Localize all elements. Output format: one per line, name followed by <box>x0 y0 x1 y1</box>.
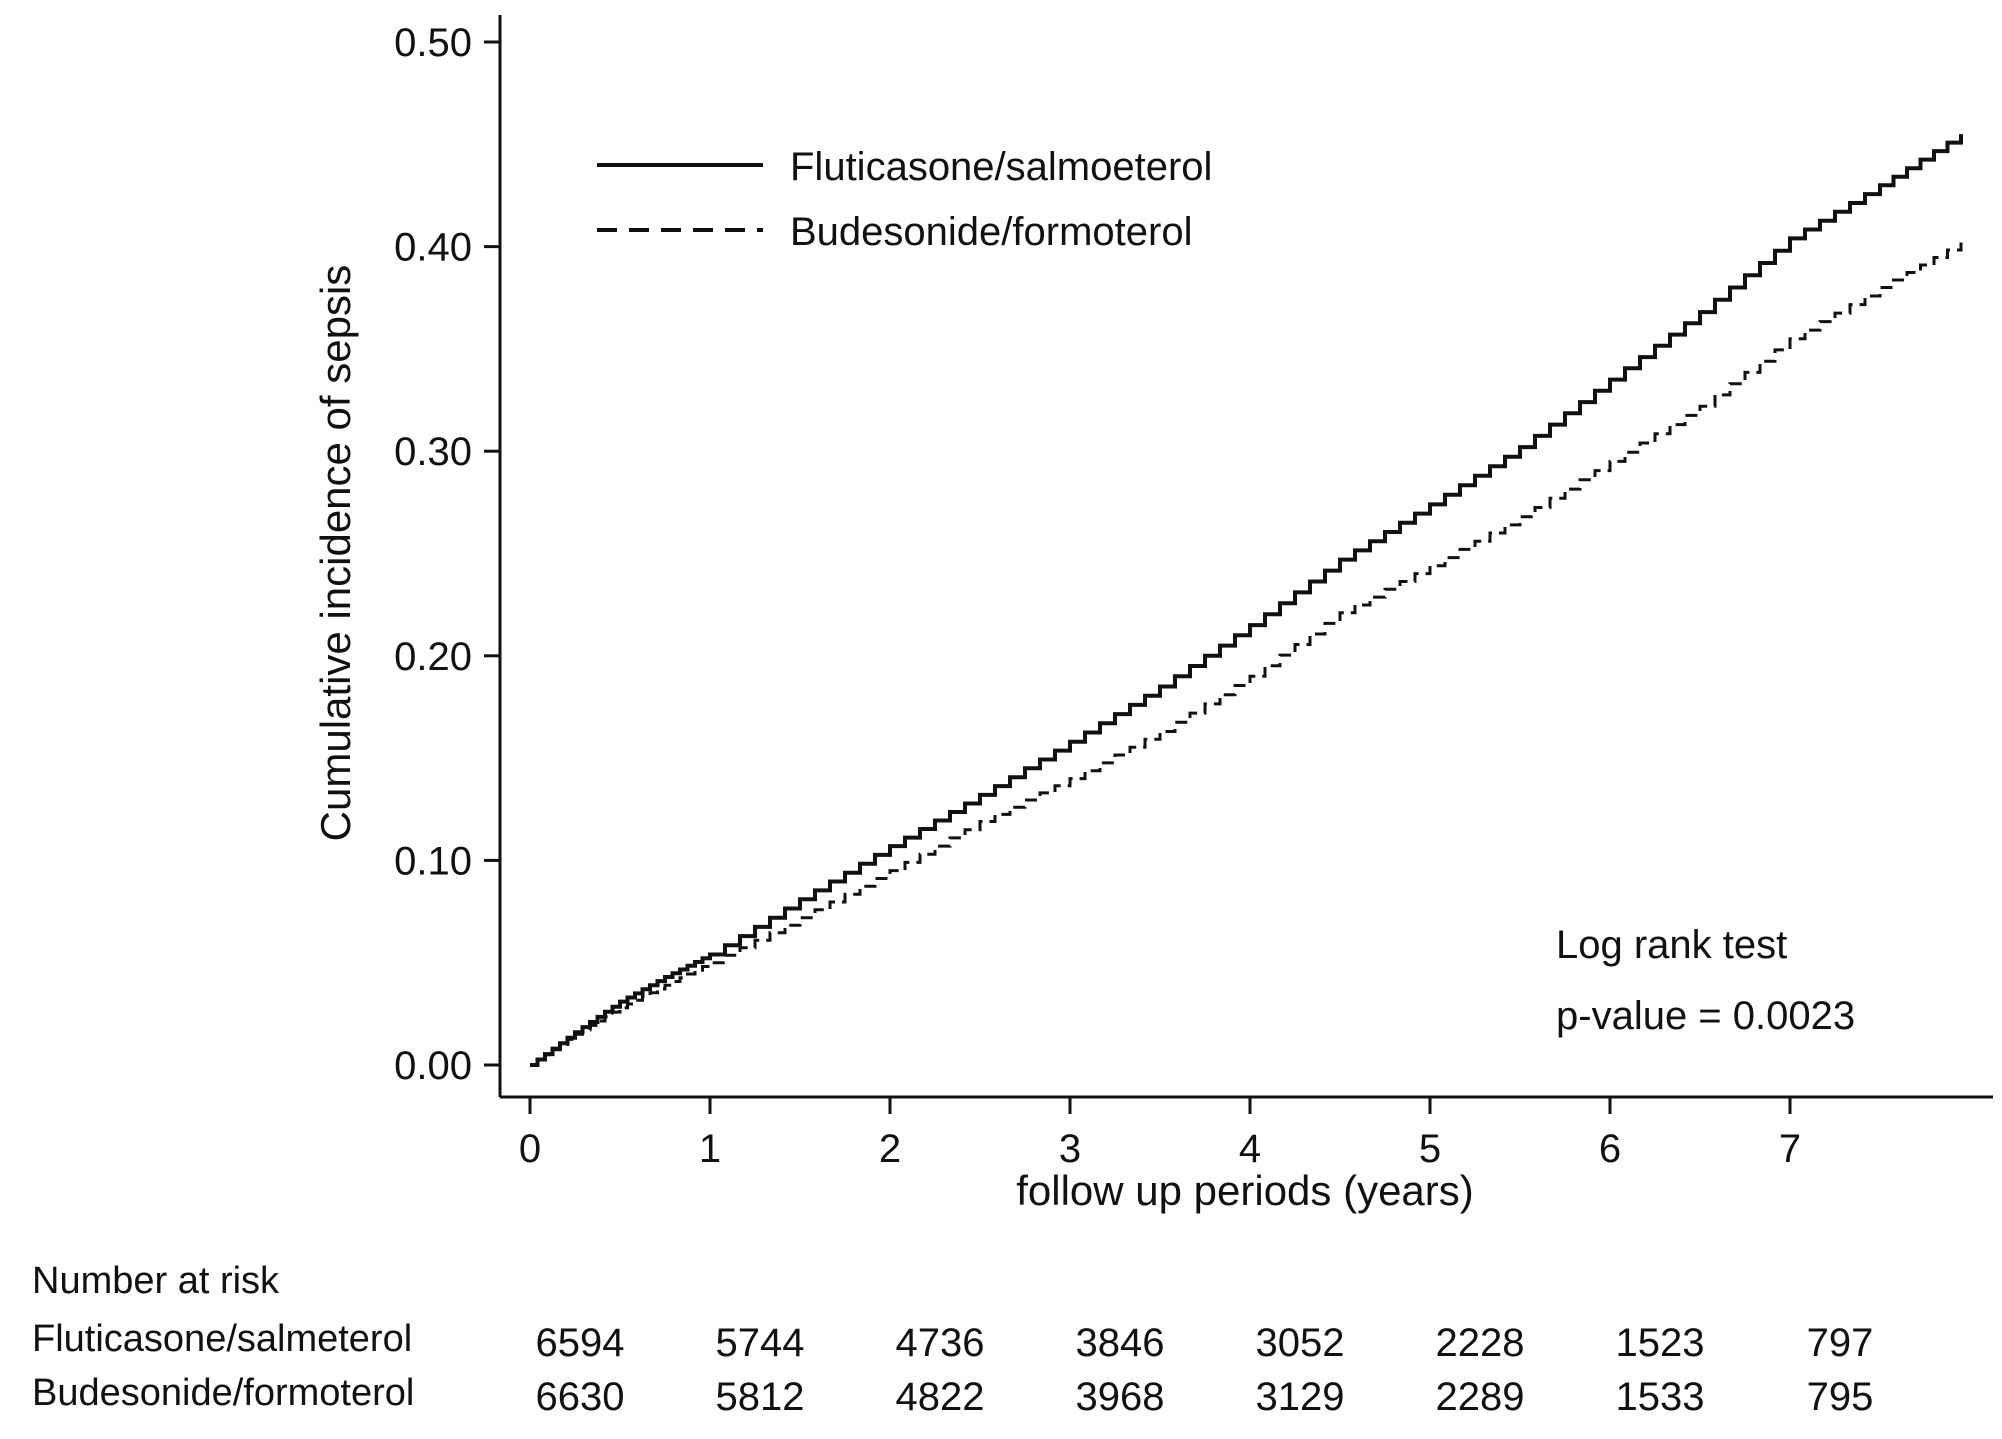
risk-values: 6594 5744 4736 3846 3052 2228 1523 797 6630 5812 4… <box>536 1321 1874 1419</box>
x-tick-label: 1 <box>699 1127 721 1171</box>
y-ticks: 0.00 0.10 0.20 0.30 0.40 0.50 <box>394 21 500 1088</box>
logrank-annotation: Log rank test p-value = 0.0023 <box>1556 923 1855 1038</box>
risk-value: 3052 <box>1256 1321 1345 1365</box>
risk-value: 795 <box>1807 1375 1874 1419</box>
y-tick-label: 0.30 <box>394 430 472 474</box>
x-tick-label: 2 <box>879 1127 901 1171</box>
risk-value: 6594 <box>536 1321 625 1365</box>
risk-table-title: Number at risk <box>32 1260 280 1302</box>
legend: Fluticasone/salmoeterol Budesonide/formo… <box>597 145 1212 254</box>
risk-value: 1533 <box>1616 1375 1705 1419</box>
y-axis-title: Cumulative incidence of sepsis <box>312 265 359 842</box>
risk-value: 2228 <box>1436 1321 1525 1365</box>
y-tick-label: 0.20 <box>394 635 472 679</box>
x-ticks: 0 1 2 3 4 5 6 7 <box>519 1097 1801 1171</box>
x-tick-label: 3 <box>1059 1127 1081 1171</box>
y-tick-label: 0.00 <box>394 1044 472 1088</box>
x-axis-title: follow up periods (years) <box>1016 1167 1474 1214</box>
risk-row-label-1: Fluticasone/salmeterol <box>32 1318 412 1360</box>
risk-value: 2289 <box>1436 1375 1525 1419</box>
risk-value: 6630 <box>536 1375 625 1419</box>
risk-value: 797 <box>1807 1321 1874 1365</box>
x-tick-label: 7 <box>1779 1127 1801 1171</box>
risk-value: 4736 <box>896 1321 985 1365</box>
risk-value: 5744 <box>716 1321 805 1365</box>
risk-value: 5812 <box>716 1375 805 1419</box>
risk-row-label-2: Budesonide/formoterol <box>32 1372 414 1414</box>
x-tick-label: 4 <box>1239 1127 1261 1171</box>
axes <box>498 15 1993 1099</box>
series-line-1 <box>530 134 1963 1067</box>
series-layer <box>530 134 1963 1067</box>
risk-value: 3846 <box>1076 1321 1165 1365</box>
risk-value: 3968 <box>1076 1375 1165 1419</box>
logrank-pvalue: p-value = 0.0023 <box>1556 994 1855 1038</box>
legend-label-series-2: Budesonide/formoterol <box>790 210 1192 254</box>
y-tick-label: 0.10 <box>394 839 472 883</box>
y-tick-label: 0.50 <box>394 21 472 65</box>
logrank-test-label: Log rank test <box>1556 923 1787 967</box>
x-tick-label: 6 <box>1599 1127 1621 1171</box>
y-tick-label: 0.40 <box>394 226 472 270</box>
legend-label-series-1: Fluticasone/salmoeterol <box>790 145 1212 189</box>
x-tick-label: 5 <box>1419 1127 1441 1171</box>
risk-table: Number at risk Fluticasone/salmeterol Bu… <box>32 1260 1873 1419</box>
series-line-2 <box>530 242 1963 1067</box>
risk-value: 1523 <box>1616 1321 1705 1365</box>
x-tick-label: 0 <box>519 1127 541 1171</box>
risk-value: 3129 <box>1256 1375 1345 1419</box>
risk-value: 4822 <box>896 1375 985 1419</box>
